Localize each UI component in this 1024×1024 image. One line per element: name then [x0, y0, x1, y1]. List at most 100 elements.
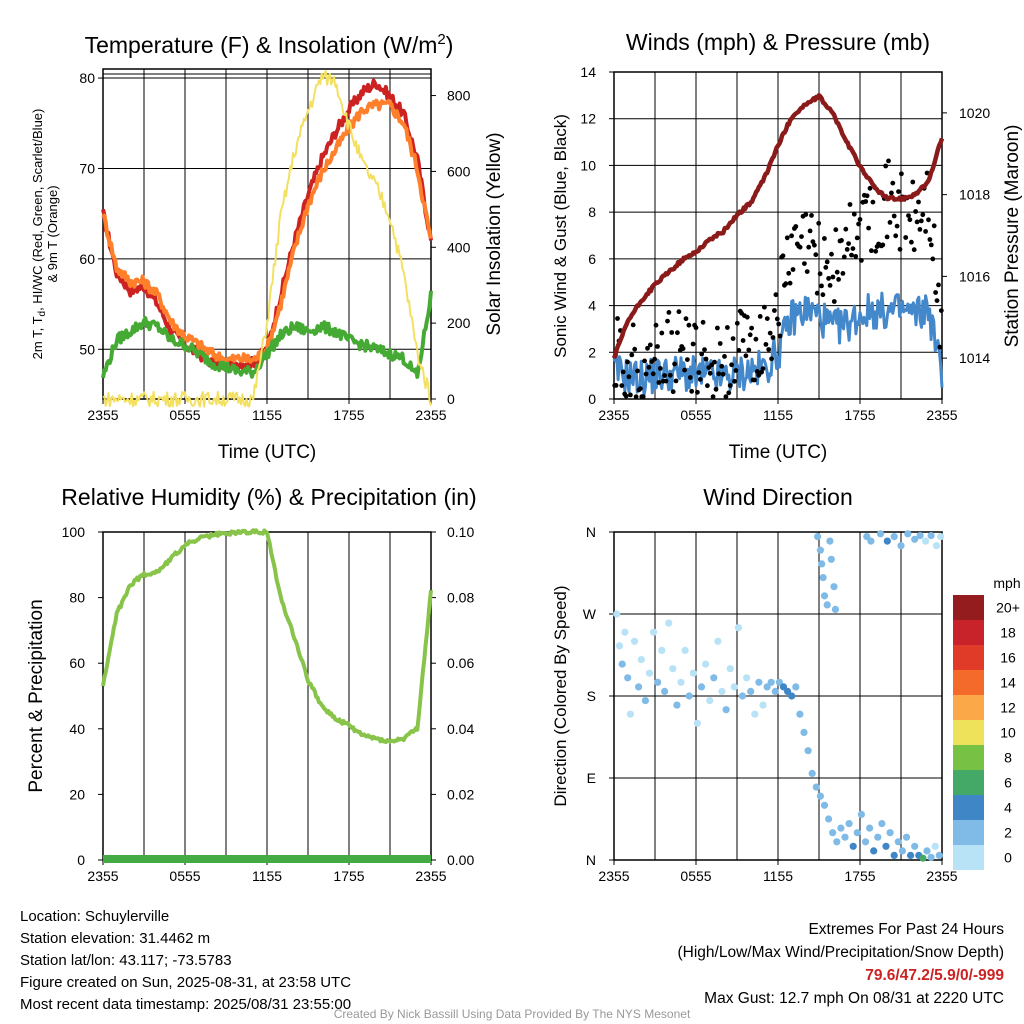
wind-gust-point [916, 199, 921, 205]
wind-gust-point [847, 202, 853, 207]
dir-ytick-label-2: S [587, 688, 596, 704]
wind-gust-point [683, 316, 689, 322]
wind-gust-point [826, 276, 831, 281]
insolation-ytick-label-4: 800 [447, 88, 471, 104]
dir-point [841, 833, 849, 841]
wind-gust-point [633, 394, 639, 400]
dir-point [635, 683, 643, 691]
wind-gust-point [866, 225, 871, 231]
wind-gust-point [809, 213, 814, 218]
wind-gust-point [903, 235, 909, 240]
wind-gust-point [774, 316, 780, 322]
wind-y-axis-label: Sonic Wind & Gust (Blue, Black) [551, 114, 570, 358]
station-info: Location: Schuylerville Station elevatio… [20, 906, 351, 1016]
wind-gust-point [628, 392, 633, 398]
wind-gust-point [930, 256, 936, 262]
wind-gust-point [675, 330, 680, 336]
wind-gust-point [655, 344, 660, 349]
extremes-box: Extremes For Past 24 Hours (High/Low/Max… [678, 918, 1005, 1010]
dir-point [808, 769, 816, 778]
dir-point [819, 574, 827, 582]
wind-gust-point [747, 332, 753, 338]
wind-gust-point [726, 390, 732, 396]
wind-gust-point [659, 330, 665, 336]
colorbar-swatch-6 [953, 695, 984, 720]
dir-point [624, 674, 632, 682]
dir-point [650, 628, 658, 636]
pressure-ytick-label-1: 1016 [959, 268, 990, 284]
wind-gust-point [754, 369, 760, 374]
wind-gust-point [846, 241, 851, 247]
temp-ytick-label-0: 50 [79, 341, 95, 357]
dir-point [911, 842, 919, 850]
dir-ytick-label-0: N [586, 852, 596, 868]
wind-xtick-label-2: 1155 [763, 407, 793, 423]
dir-point [907, 851, 915, 860]
dir-point [689, 669, 697, 677]
dir-point [734, 624, 743, 632]
wind-gust-point [933, 290, 938, 295]
wind-gust-point [730, 336, 736, 341]
dir-point [857, 810, 866, 819]
wind-gust-point [696, 370, 702, 375]
dir-point [826, 537, 834, 545]
rh-ytick-label-5: 100 [62, 524, 86, 540]
wind-ytick-label-2: 4 [588, 298, 596, 314]
dir-point [661, 687, 669, 696]
dir-point [894, 838, 902, 846]
dir-point [829, 829, 837, 837]
pressure-ytick-label-0: 1014 [959, 350, 990, 366]
wind-gust-point [884, 234, 890, 240]
wind-gust-point [936, 282, 941, 288]
wind-ytick-label-7: 14 [580, 64, 596, 80]
dir-point [820, 801, 829, 809]
colorbar-swatch-5 [953, 720, 984, 745]
wind-gust-point [889, 190, 894, 196]
colorbar-label-9: 18 [1000, 625, 1016, 641]
wind-gust-point [813, 252, 819, 258]
wind-gust-point [722, 354, 727, 359]
wind-gust-point [910, 179, 916, 185]
dir-point [922, 537, 930, 545]
wind-gust-point [729, 362, 734, 368]
wind-gust-point [712, 359, 717, 365]
wind-gust-point [713, 386, 719, 392]
wind-gust-point [757, 314, 763, 319]
wind-gust-point [670, 389, 676, 395]
dir-point [714, 637, 722, 645]
colorbar-label-1: 2 [1004, 825, 1012, 841]
wind-gust-point [723, 394, 729, 400]
dir-xtick-label-3: 1755 [844, 868, 875, 884]
wind-gust-point [896, 189, 901, 195]
wind-xtick-label-3: 1755 [844, 407, 875, 423]
wind-gust-point [793, 224, 799, 229]
dir-point [792, 683, 800, 691]
dir-point [673, 701, 681, 709]
wind-gust-point [744, 314, 750, 320]
wind-gust-point [864, 193, 870, 199]
wind-gust-point [697, 377, 703, 382]
wind-gust-point [650, 371, 656, 377]
wind-gust-point [666, 310, 672, 315]
wind-gust-point [938, 308, 944, 313]
wind-gust-point [918, 218, 924, 224]
pressure-ytick-label-2: 1018 [959, 187, 990, 203]
wind-gust-point [883, 163, 889, 169]
wind-xtick-label-0: 2355 [598, 407, 629, 423]
dir-point [898, 847, 907, 855]
dir-point [937, 533, 945, 541]
extremes-values: 79.6/47.2/5.9/0/-999 [865, 967, 1004, 984]
wind-gust-point [770, 335, 776, 340]
wind-gust-point [727, 383, 733, 388]
wind-gust-point [764, 316, 770, 321]
precip-ytick-label-2: 0.04 [447, 721, 474, 737]
dir-point [932, 542, 941, 550]
wind-gust-point [680, 346, 686, 351]
wind-gust-point [787, 280, 793, 286]
temp-xtick-label-4: 2355 [415, 407, 446, 423]
dir-point [866, 824, 874, 832]
wind-xtick-label-4: 2355 [926, 407, 957, 423]
dir-point [823, 601, 831, 609]
dir-point [685, 692, 693, 700]
wind-gust-point [717, 341, 723, 346]
